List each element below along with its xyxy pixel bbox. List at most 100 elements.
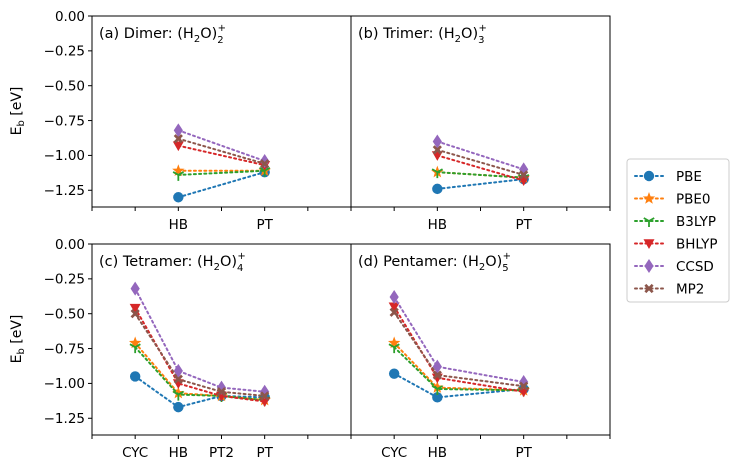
y-tick-label: −0.25: [44, 44, 85, 60]
x-tick-label: CYC: [122, 445, 148, 461]
data-point: [172, 141, 184, 152]
panel-trimer: (b) Trimer: (H2O)3+ HB PT: [350, 15, 611, 233]
data-point: [173, 134, 183, 144]
series-ccsd: [389, 289, 529, 390]
data-point: [388, 343, 400, 354]
legend-marker: [643, 170, 655, 182]
series-mp2: [173, 134, 270, 169]
data-point: [128, 336, 142, 349]
data-point: [389, 307, 399, 317]
y-tick-label: −1.00: [44, 148, 85, 164]
x-tick-label: PT: [515, 445, 532, 461]
data-point: [130, 309, 140, 319]
x-tick-label: HB: [428, 217, 447, 233]
x-tick-label: CYC: [381, 445, 407, 461]
series-line: [393, 372, 525, 399]
data-point: [432, 145, 442, 155]
legend-marker: [643, 217, 655, 227]
data-point: [432, 134, 442, 149]
data-point: [129, 343, 141, 354]
series-pbe0: [387, 336, 530, 396]
series-line: [436, 140, 525, 171]
axes-frame: [91, 243, 352, 436]
legend-entry-pbe: PBE: [634, 169, 702, 185]
data-point: [172, 164, 185, 177]
panel-dimer: (a) Dimer: (H2O)2+ 0.00 −0.25 −0.50 −0.75 −1…: [44, 9, 352, 233]
series-mp2: [389, 307, 529, 391]
y-tick-label: −0.50: [44, 79, 85, 95]
legend-label: BHLYP: [676, 237, 718, 253]
series-line: [393, 295, 525, 384]
y-tick-label: 0.00: [55, 237, 85, 253]
data-point: [173, 401, 184, 413]
legend-label: B3LYP: [676, 214, 716, 230]
y-tick-label: −1.25: [44, 183, 85, 199]
series-line: [177, 169, 266, 176]
series-line: [134, 287, 266, 393]
series-line: [177, 171, 266, 199]
data-point: [388, 368, 400, 379]
legend-marker: [644, 259, 654, 273]
data-point: [432, 370, 442, 380]
data-point: [173, 123, 183, 138]
legend-entry-bhlyp: BHLYP: [634, 237, 718, 253]
y-tick-label: −0.50: [44, 307, 85, 323]
series-line: [436, 148, 525, 176]
y-tick-label: 0.00: [55, 9, 85, 25]
data-point: [432, 392, 443, 403]
y-tick-label: −1.25: [44, 411, 85, 427]
legend-marker: [644, 283, 654, 294]
x-tick-label: PT: [256, 445, 273, 461]
data-point: [387, 336, 401, 349]
series-line: [436, 178, 525, 190]
data-point: [431, 381, 444, 393]
y-tick-label: −0.75: [44, 341, 85, 357]
x-tick-label: PT: [515, 217, 532, 233]
series-mp2: [130, 309, 270, 401]
data-point: [172, 390, 184, 401]
y-axis-label-bottom: Eb [eV]: [9, 315, 27, 364]
data-point: [129, 303, 141, 314]
x-tick-label: HB: [169, 445, 188, 461]
panel-tetramer: (c) Tetramer: (H2O)4+ 0.00 −0.25 −0.50 −0.7…: [44, 237, 352, 461]
series-line: [177, 137, 266, 165]
series-line: [436, 154, 525, 182]
series-line: [134, 312, 266, 397]
legend-entry-ccsd: CCSD: [634, 259, 714, 275]
data-point: [432, 359, 442, 374]
panel-title: (d) Pentamer: (H2O)5+: [358, 251, 511, 274]
y-tick-label: −0.75: [44, 113, 85, 129]
series-mp2: [432, 145, 529, 180]
y-tick-label: −0.25: [44, 272, 85, 288]
data-point: [173, 374, 183, 384]
legend-label: PBE0: [676, 192, 711, 208]
data-point: [130, 281, 140, 296]
legend-label: CCSD: [676, 259, 714, 275]
series-line: [177, 144, 266, 167]
panel-title: (b) Trimer: (H2O)3+: [358, 23, 487, 46]
data-point: [260, 159, 270, 169]
series-pbe: [388, 368, 529, 403]
data-point: [260, 391, 270, 401]
panel-title: (a) Dimer: (H2O)2+: [99, 23, 226, 46]
data-point: [432, 183, 443, 195]
series-line: [436, 171, 525, 179]
panel-title: (c) Tetramer: (H2O)4+: [99, 251, 246, 274]
legend-entry-pbe0: PBE0: [634, 192, 711, 208]
data-point: [216, 387, 227, 397]
y-axis-label-top: Eb [eV]: [9, 87, 27, 136]
data-point: [431, 168, 443, 179]
y-tick-label: −1.00: [44, 376, 85, 392]
data-point: [431, 385, 443, 395]
legend-entry-b3lyp: B3LYP: [634, 214, 716, 230]
legend: PBE PBE0 B3LYP BHLYP CCSD MP2: [626, 158, 730, 303]
series-ccsd: [432, 134, 529, 177]
x-tick-label: PT: [256, 217, 273, 233]
legend-marker: [643, 239, 655, 249]
series-pbe: [129, 371, 270, 413]
series-line: [134, 341, 266, 402]
series-line: [177, 129, 266, 162]
legend-marker: [642, 192, 656, 204]
data-point: [519, 170, 529, 180]
